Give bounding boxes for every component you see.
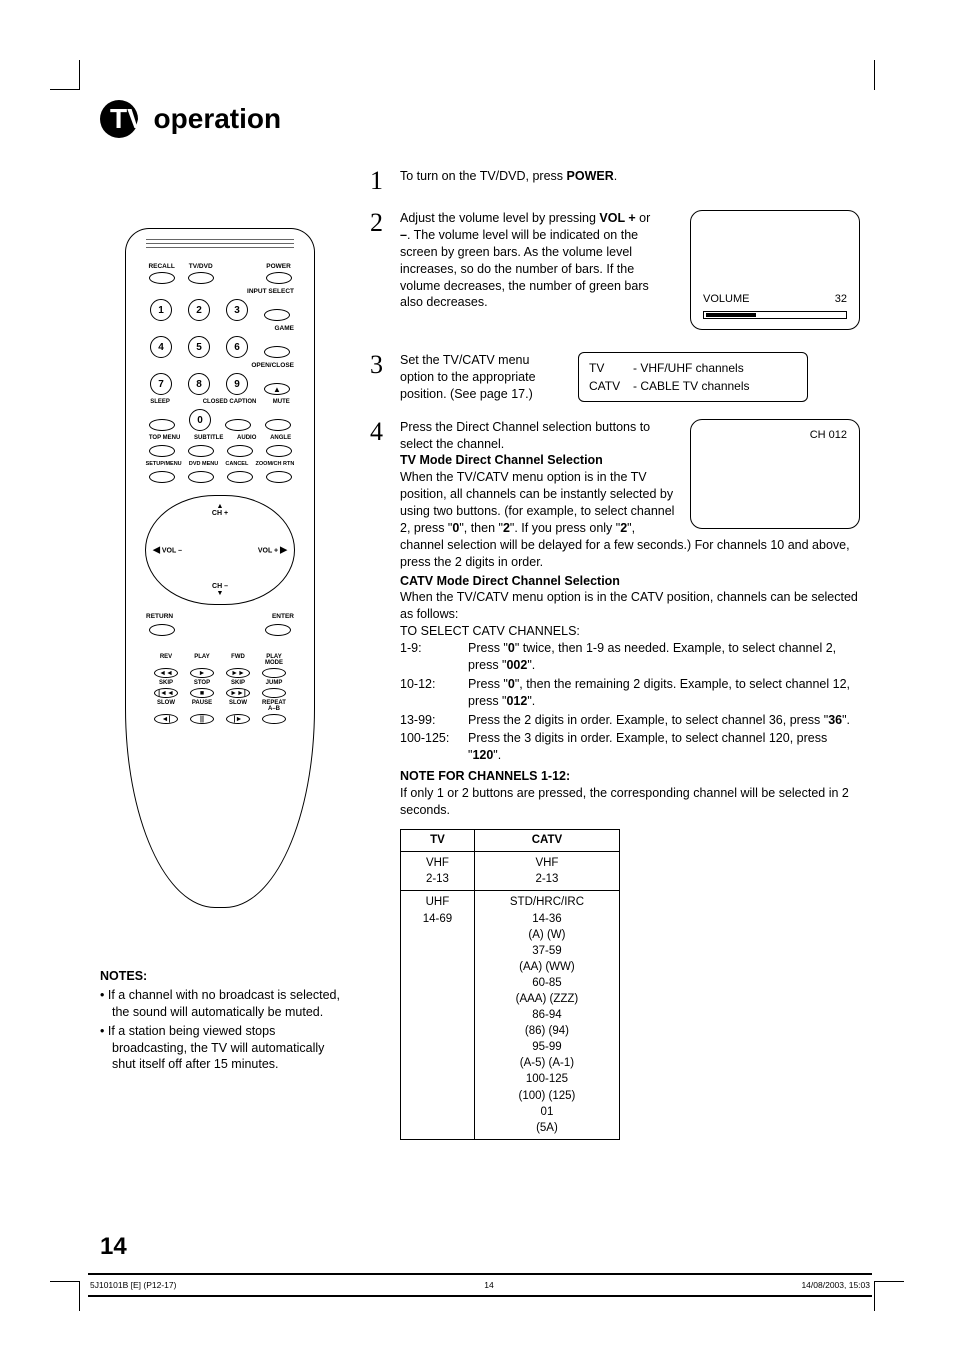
page-number: 14 (100, 1233, 127, 1261)
title-first: TV (110, 103, 146, 134)
note-item: If a station being viewed stops broadcas… (100, 1023, 340, 1074)
notes-section: NOTES: If a channel with no broadcast is… (100, 968, 340, 1073)
dpad-icon: ▲CH + CH –▼ ◀ VOL – VOL + ▶ (145, 495, 295, 605)
step-1: 1 To turn on the TV/DVD, press POWER. (370, 168, 860, 194)
channel-range-row: 10-12:Press "0", then the remaining 2 di… (400, 676, 860, 710)
page-title: TV operation (100, 100, 860, 138)
channel-screen: CH 012 (690, 419, 860, 529)
volume-screen: VOLUME 32 (690, 210, 860, 330)
step-4: 4 CH 012 Press the Direct Channel select… (370, 419, 860, 1140)
right-column: 1 To turn on the TV/DVD, press POWER. 2 … (370, 168, 860, 1156)
page-footer: 5J10101B [E] (P12-17) 14 14/08/2003, 15:… (88, 1271, 872, 1299)
tv-catv-box: TV- VHF/UHF channels CATV- CABLE TV chan… (578, 352, 808, 402)
channel-table: TV CATV VHF2-13 VHF2-13 UHF14-69 STD/HRC… (400, 829, 620, 1140)
step-3: 3 Set the TV/CATV menu option to the app… (370, 352, 860, 403)
step-2: 2 Adjust the volume level by pressing VO… (370, 210, 860, 336)
left-column: RECALL TV/DVD . POWER INPUT SELECT 1 2 3… (100, 168, 340, 1156)
page-content: TV operation RECALL TV/DVD . POWER INPUT… (100, 100, 860, 1156)
notes-heading: NOTES: (100, 968, 340, 985)
note-item: If a channel with no broadcast is select… (100, 987, 340, 1021)
remote-diagram: RECALL TV/DVD . POWER INPUT SELECT 1 2 3… (125, 228, 315, 908)
channel-range-row: 13-99:Press the 2 digits in order. Examp… (400, 712, 860, 729)
title-rest: operation (146, 103, 281, 134)
channel-range-row: 1-9:Press "0" twice, then 1-9 as needed.… (400, 640, 860, 674)
channel-range-row: 100-125:Press the 3 digits in order. Exa… (400, 730, 860, 764)
